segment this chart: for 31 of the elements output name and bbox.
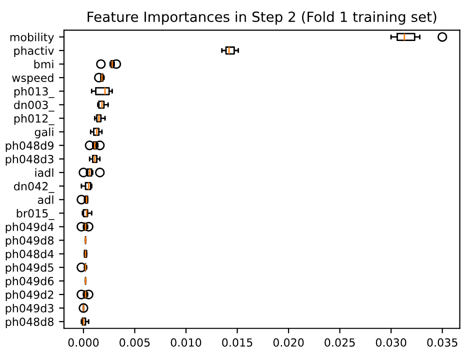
y-tick-label: dn003_	[14, 100, 54, 112]
y-tick-label: iadl	[35, 168, 54, 177]
chart-title: Feature Importances in Step 2 (Fold 1 training set)	[88, 11, 436, 25]
y-tick-label: ph049d8	[6, 236, 54, 247]
y-tick-label: gali	[34, 128, 54, 138]
y-tick-label: bmi	[34, 60, 54, 68]
x-tick-label: 0.025	[324, 338, 355, 347]
y-tick-label: ph049d4	[6, 222, 54, 234]
x-tick-label: 0.005	[120, 338, 150, 347]
x-tick-label: 0.010	[170, 338, 202, 347]
y-tick-label: adl	[38, 195, 54, 204]
y-tick-label: dn042_	[14, 182, 54, 193]
x-tick-label: 0.030	[376, 338, 406, 347]
y-tick-label: ph013_	[14, 86, 54, 98]
y-tick-label: ph049d6	[6, 276, 54, 288]
y-tick-label: ph048d9	[6, 141, 54, 152]
x-tick-label: 0.000	[68, 338, 99, 347]
y-tick-label: mobility	[10, 32, 54, 44]
y-tick-label: wspeed	[12, 73, 54, 84]
y-tick-label: phactiv	[14, 46, 54, 58]
y-tick-label: ph048d8	[6, 317, 54, 328]
x-tick-label: 0.020	[273, 338, 304, 347]
y-tick-label: ph012_	[14, 114, 54, 126]
y-tick-label: ph049d2	[6, 290, 54, 302]
y-tick-label: ph049d3	[6, 304, 54, 315]
y-tick-label: ph048d3	[6, 154, 54, 166]
x-tick-label: 0.015	[222, 338, 252, 347]
x-tick-label: 0.035	[427, 338, 458, 347]
y-tick-label: ph048d4	[6, 250, 54, 260]
y-tick-label: br015_	[16, 208, 54, 220]
y-tick-label: ph049d5	[6, 263, 54, 274]
